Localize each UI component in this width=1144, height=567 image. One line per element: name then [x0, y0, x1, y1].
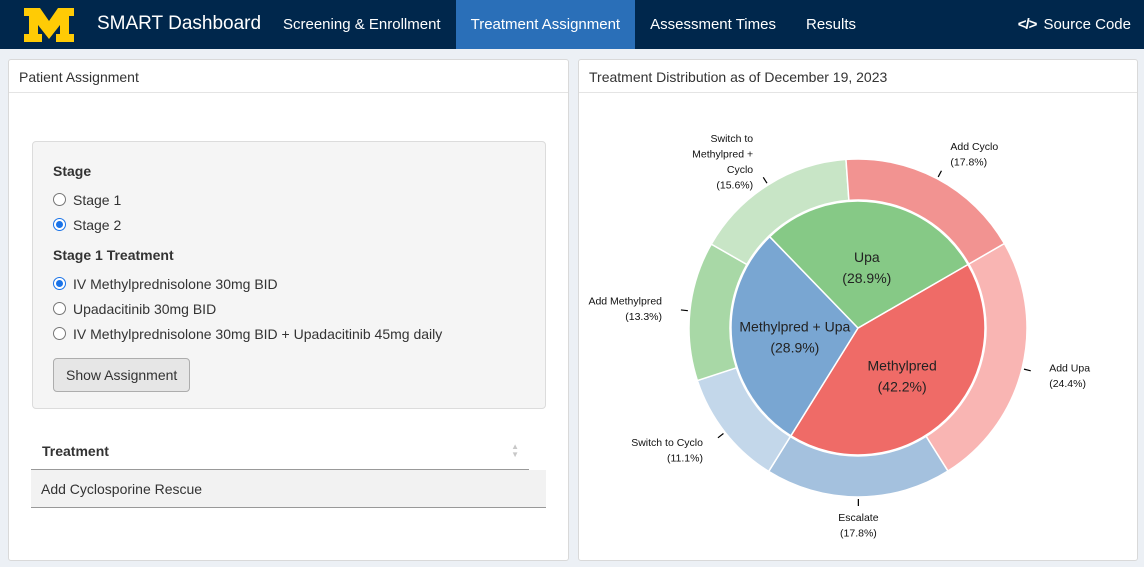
table-header-treatment[interactable]: Treatment ▲ ▼ — [31, 432, 529, 470]
label-leader-line — [762, 176, 768, 184]
treatment-option-upadacitinib[interactable]: Upadacitinib 30mg BID — [53, 296, 525, 321]
show-assignment-button[interactable]: Show Assignment — [53, 358, 191, 392]
radio-label: Stage 1 — [73, 191, 122, 208]
app-title[interactable]: SMART Dashboard — [97, 13, 262, 34]
nav-tab-screening-enrollment[interactable]: Screening & Enrollment — [283, 16, 441, 33]
inner-slice-percent: (28.9%) — [770, 340, 819, 356]
treatment-distribution-panel: Treatment Distribution as of December 19… — [578, 59, 1138, 561]
nav-tab-assessment-times[interactable]: Assessment Times — [650, 16, 776, 33]
outer-slice-add-cyclo[interactable] — [845, 158, 1006, 266]
radio-label: Stage 2 — [73, 216, 122, 233]
treatment-distribution-title: Treatment Distribution as of December 19… — [579, 60, 1137, 93]
inner-slice-methylpred-upa[interactable] — [730, 235, 859, 437]
main-nav: Screening & Enrollment Treatment Assignm… — [268, 0, 871, 49]
label-leader-line — [937, 170, 942, 178]
nav-tab-results[interactable]: Results — [805, 16, 857, 33]
stage-option-2[interactable]: Stage 2 — [53, 212, 525, 237]
outer-ring — [688, 158, 1028, 498]
inner-slice-label: Upa — [854, 249, 880, 265]
treatment-option-methylpred[interactable]: IV Methylprednisolone 30mg BID — [53, 271, 525, 296]
stage1-treatment-label: Stage 1 Treatment — [53, 247, 174, 263]
stage-label: Stage — [53, 163, 92, 179]
outer-labels: Add Upa (24.4%) Escalate (17.8%) Switch to C… — [588, 133, 1090, 540]
column-header-label: Treatment — [42, 442, 109, 459]
stage-option-1[interactable]: Stage 1 — [53, 187, 525, 212]
treatment-option-combination[interactable]: IV Methylprednisolone 30mg BID + Upadaci… — [53, 321, 525, 346]
radio-label: IV Methylprednisolone 30mg BID + Upadaci… — [73, 325, 443, 342]
table-row: Add Cyclosporine Rescue — [31, 470, 546, 508]
outer-slice-label: Add Cyclo (17.8%) — [950, 141, 998, 169]
label-leader-line — [680, 309, 688, 312]
nav-tab-treatment-assignment[interactable]: Treatment Assignment — [455, 0, 636, 49]
assignment-form: Stage Stage 1 Stage 2 Stage 1 Treatment … — [32, 141, 546, 409]
patient-assignment-title: Patient Assignment — [9, 60, 568, 93]
block-m-logo-icon[interactable] — [22, 6, 76, 44]
label-leader-line — [717, 433, 724, 439]
sort-icon[interactable]: ▲ ▼ — [511, 442, 519, 459]
source-code-label: Source Code — [1043, 16, 1131, 33]
inner-labels: Methylpred (42.2%) Methylpred + Upa (28.9%)… — [739, 249, 936, 395]
outer-slice-label: Add Methylpred (13.3%) — [588, 295, 662, 323]
outer-slice-label: Switch to Methylpred + Cyclo (15.6%) — [692, 133, 753, 192]
inner-ring — [730, 200, 986, 456]
inner-slice-label: Methylpred — [868, 358, 937, 374]
table-cell: Add Cyclosporine Rescue — [41, 480, 203, 497]
inner-slice-upa[interactable] — [768, 200, 970, 329]
radio-button[interactable] — [53, 327, 66, 340]
source-code-link[interactable]: </> Source Code — [1018, 0, 1131, 49]
radio-button-checked[interactable] — [53, 277, 66, 290]
radio-label: IV Methylprednisolone 30mg BID — [73, 275, 278, 292]
code-icon: </> — [1017, 16, 1038, 33]
inner-slice-percent: (42.2%) — [878, 379, 927, 395]
inner-slice-label: Methylpred + Upa — [739, 319, 850, 335]
outer-slice-label: Switch to Cyclo (11.1%) — [631, 437, 703, 465]
assignment-table: Treatment ▲ ▼ Add Cyclosporine Rescue — [31, 432, 546, 508]
treatment-distribution-chart: Methylpred (42.2%) Methylpred + Upa (28.9%)… — [588, 133, 1090, 540]
radio-button-checked[interactable] — [53, 218, 66, 231]
inner-slice-methylpred[interactable] — [789, 263, 986, 456]
radio-button[interactable] — [53, 193, 66, 206]
radio-button[interactable] — [53, 302, 66, 315]
inner-slice-percent: (28.9%) — [842, 270, 891, 286]
outer-slice-label: Add Upa (24.4%) — [1049, 363, 1090, 391]
top-navbar: SMART Dashboard Screening & Enrollment T… — [0, 0, 1144, 49]
patient-assignment-panel: Patient Assignment Stage Stage 1 Stage 2… — [8, 59, 569, 561]
label-leader-line — [1023, 368, 1031, 372]
outer-slice-label: Escalate (17.8%) — [838, 512, 878, 540]
radio-label: Upadacitinib 30mg BID — [73, 300, 217, 317]
